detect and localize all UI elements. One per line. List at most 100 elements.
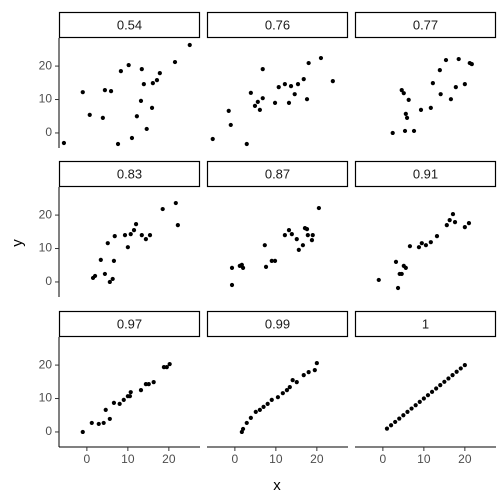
strip xyxy=(354,160,497,188)
point xyxy=(434,386,439,391)
strip-label: 0.99 xyxy=(265,316,290,331)
point xyxy=(129,135,135,141)
point xyxy=(292,92,297,97)
point xyxy=(305,233,310,238)
point xyxy=(269,258,274,263)
point xyxy=(210,136,215,142)
point xyxy=(150,81,155,86)
point xyxy=(417,399,422,404)
point xyxy=(272,258,278,263)
point xyxy=(409,406,414,411)
point xyxy=(143,237,148,242)
point xyxy=(107,279,112,285)
point xyxy=(154,78,160,83)
point xyxy=(144,126,149,132)
point xyxy=(397,416,402,421)
point xyxy=(244,420,249,426)
point xyxy=(126,62,131,68)
point xyxy=(115,141,121,147)
x-tick-label: 20 xyxy=(458,452,472,466)
point xyxy=(289,232,294,237)
point xyxy=(260,96,265,101)
point xyxy=(111,258,117,263)
point xyxy=(110,276,115,282)
point xyxy=(111,400,117,405)
point xyxy=(390,130,395,136)
point xyxy=(306,60,311,66)
point xyxy=(330,79,335,84)
point xyxy=(456,56,461,62)
strip-label: 0.87 xyxy=(265,166,290,181)
point xyxy=(469,61,474,67)
point xyxy=(240,426,246,432)
x-tick-label: 0 xyxy=(380,452,387,466)
point xyxy=(282,233,287,238)
y-tick-label: 20 xyxy=(39,207,53,221)
point xyxy=(444,223,449,228)
point xyxy=(462,82,467,87)
point xyxy=(401,91,406,96)
point xyxy=(462,362,467,368)
point xyxy=(260,66,265,72)
point xyxy=(403,111,408,116)
point xyxy=(294,380,299,385)
point xyxy=(288,84,294,89)
point xyxy=(122,233,128,238)
strip-label: 0.77 xyxy=(413,17,438,32)
point xyxy=(100,115,105,121)
point xyxy=(300,243,306,248)
point xyxy=(407,244,413,249)
point xyxy=(105,241,110,246)
point xyxy=(128,390,133,395)
point xyxy=(304,227,310,232)
point xyxy=(138,388,144,393)
strip-label: 0.91 xyxy=(413,166,438,181)
point xyxy=(304,97,310,102)
point xyxy=(87,112,92,117)
point xyxy=(134,114,139,119)
point xyxy=(296,247,301,252)
point xyxy=(418,107,424,112)
point xyxy=(310,233,315,238)
point xyxy=(80,429,85,435)
x-tick-label: 0 xyxy=(84,452,91,466)
point xyxy=(108,89,114,94)
point xyxy=(402,128,408,134)
point xyxy=(112,234,117,239)
point xyxy=(229,265,235,271)
strip xyxy=(58,160,201,188)
point xyxy=(61,140,67,146)
point xyxy=(314,360,319,366)
point xyxy=(117,401,122,406)
point xyxy=(103,407,108,412)
point xyxy=(454,369,459,374)
x-tick-label: 20 xyxy=(310,452,324,466)
x-axis-label: x xyxy=(273,477,281,494)
y-tick-label: 10 xyxy=(39,92,53,106)
point xyxy=(393,419,398,425)
y-tick-label: 10 xyxy=(39,391,53,405)
point xyxy=(448,97,454,102)
point xyxy=(280,391,285,396)
point xyxy=(286,100,292,105)
point xyxy=(121,397,126,402)
y-tick-label: 20 xyxy=(39,357,53,371)
point xyxy=(425,393,431,398)
point xyxy=(102,88,108,93)
point xyxy=(301,77,306,82)
point xyxy=(255,99,260,104)
point xyxy=(80,90,85,95)
point xyxy=(384,426,390,431)
point xyxy=(263,264,269,270)
point xyxy=(253,409,258,414)
point xyxy=(252,103,258,108)
point xyxy=(138,98,144,103)
point xyxy=(290,378,295,383)
point xyxy=(261,404,266,409)
x-tick-label: 10 xyxy=(121,452,135,466)
strip-label: 0.97 xyxy=(117,316,142,331)
point xyxy=(413,403,418,408)
point xyxy=(446,376,451,381)
point xyxy=(284,388,290,393)
point xyxy=(419,241,424,246)
